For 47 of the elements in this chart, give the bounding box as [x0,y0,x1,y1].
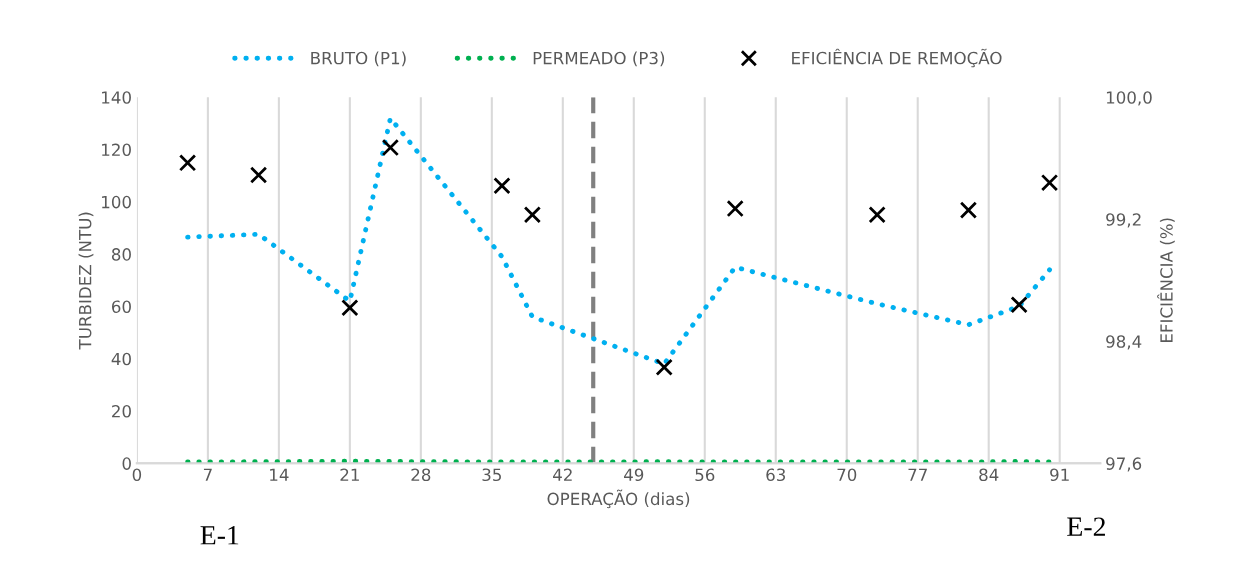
y-tick-label: 80 [111,248,131,261]
y-tick-label: 60 [112,300,131,313]
x-tick-label: 28 [411,468,431,482]
y2-tick-label: 100,0 [1106,91,1152,106]
x-tick-label: 49 [624,468,644,482]
x-tick-label: 0 [132,468,142,482]
line-series [185,115,1052,367]
point [655,358,673,376]
x-axis-title: OPERAÇÃO (dias) [547,489,690,509]
y2-tick-label: 98,4 [1106,335,1142,350]
point [1040,173,1059,192]
text: E-2 [1067,517,1105,536]
x-tick-label: 70 [837,468,857,482]
y-tick-label: 0 [122,457,131,470]
point [726,199,744,218]
y-tick-label: 40 [111,352,131,366]
x-tick-label: 21 [340,468,359,481]
legend-label: EFICIÊNCIA DE REMOÇÃO [792,48,1002,68]
x-tick-label: 35 [482,468,501,482]
y-tick-label: 100 [102,195,131,209]
point [381,138,400,157]
x-tick-label: 84 [979,468,999,482]
point [868,206,886,224]
x-tick-label: 91 [1050,468,1069,482]
legend-label: BRUTO (P1) [311,51,406,67]
point [249,166,268,184]
point [523,206,542,224]
x-tick-label: 42 [553,468,572,481]
x-tick-label: 63 [766,468,786,482]
point [493,177,511,195]
y-tick-label: 20 [112,404,131,418]
y-tick-label: 140 [102,91,131,104]
x-tick-label: 56 [695,468,715,482]
x-tick-label: 14 [270,468,289,481]
y2-tick-label: 97,6 [1106,457,1142,472]
point [959,201,978,219]
legend-label: PERMEADO (P3) [533,51,665,67]
y-tick-label: 120 [102,143,131,157]
point [1010,296,1028,314]
y2-axis-title: EFICIÊNCIA (%) [1157,218,1175,342]
x-tick-label: 77 [908,468,927,481]
y-axis-title: TURBIDEZ (NTU) [78,212,94,350]
point [178,154,197,172]
x-tick-label: 7 [203,468,212,481]
point [341,299,359,317]
text: E-1 [200,526,239,545]
y2-tick-label: 99,2 [1106,213,1141,228]
